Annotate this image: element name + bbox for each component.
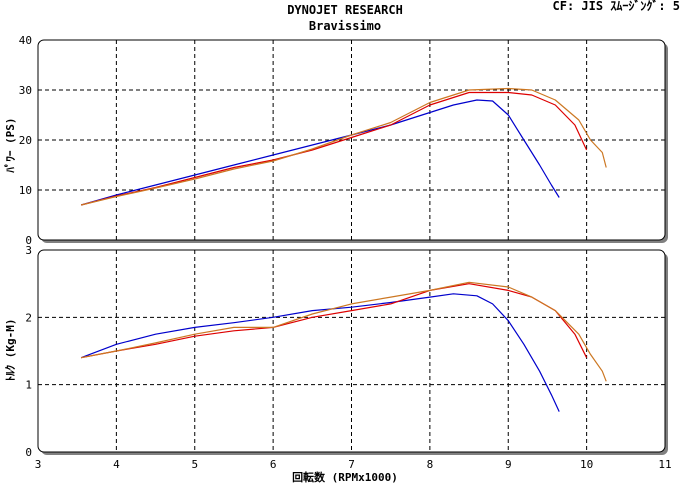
power-y-tick-label: 10 [19, 184, 32, 197]
x-tick-label: 9 [505, 458, 512, 471]
x-tick-label: 6 [270, 458, 277, 471]
torque-y-tick-label: 2 [25, 311, 32, 324]
power-panel: 0 10 20 30 40 [19, 34, 668, 247]
torque-axis-title: ﾄﾙｸ (Kg-M) [4, 319, 17, 382]
x-tick-label: 5 [191, 458, 198, 471]
x-axis-title: 回転数 (RPMx1000) [292, 470, 398, 483]
power-y-tick-label: 40 [19, 34, 32, 47]
x-tick-label: 7 [348, 458, 355, 471]
chart-subtitle: Bravissimo [309, 19, 381, 33]
power-y-tick-label: 0 [25, 234, 32, 247]
power-axis-title: ﾊﾟﾜｰ (PS) [3, 117, 17, 173]
x-tick-label: 8 [427, 458, 434, 471]
x-tick-label: 10 [580, 458, 593, 471]
torque-y-tick-label: 3 [25, 244, 32, 257]
power-series-line-1 [80, 99, 560, 206]
torque-series-line-1 [80, 293, 560, 412]
settings-readout: CF: JIS ｽﾑｰｼﾞﾝｸﾞ: 5 [553, 0, 680, 13]
x-tick-label: 3 [35, 458, 42, 471]
torque-panel: 0 1 2 3 3 4 5 6 7 8 9 10 11 [25, 244, 671, 471]
power-series-line-3 [80, 87, 607, 206]
power-series-line-2 [80, 91, 588, 206]
torque-y-tick-label: 1 [25, 379, 32, 392]
power-y-tick-label: 20 [19, 134, 32, 147]
x-tick-label: 4 [113, 458, 120, 471]
torque-y-tick-label: 0 [25, 446, 32, 459]
x-tick-label: 11 [658, 458, 671, 471]
chart-title: DYNOJET RESEARCH [287, 3, 403, 17]
torque-series-line-3 [80, 281, 607, 382]
power-y-tick-label: 30 [19, 84, 32, 97]
